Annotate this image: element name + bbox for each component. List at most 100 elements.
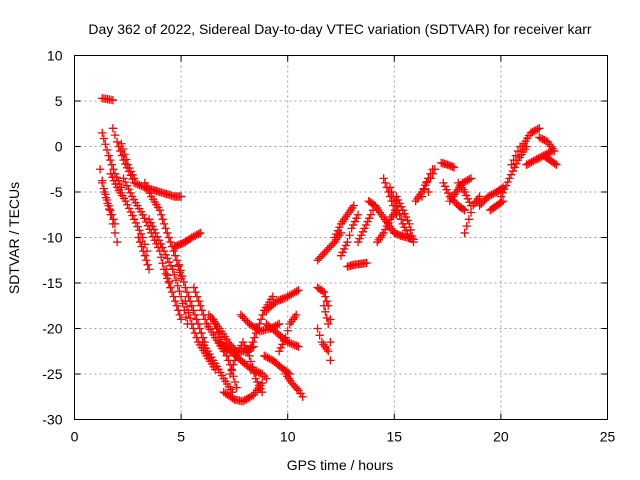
data-point	[110, 130, 120, 140]
x-tick-label: 20	[493, 429, 509, 445]
data-point	[397, 202, 406, 211]
data-point	[222, 351, 231, 360]
data-point	[385, 183, 395, 192]
data-point	[112, 137, 122, 147]
x-tick-label: 5	[177, 429, 185, 445]
data-point	[110, 228, 120, 238]
data-point	[322, 297, 331, 306]
data-point	[232, 383, 241, 392]
data-point	[535, 124, 544, 133]
data-point	[102, 145, 112, 155]
data-point	[276, 343, 285, 352]
data-point	[349, 220, 358, 230]
data-point	[318, 286, 327, 296]
data-point	[106, 169, 115, 178]
data-point	[248, 363, 257, 372]
data-point	[176, 239, 185, 249]
data-point	[148, 221, 157, 231]
series-arc-34	[330, 201, 358, 242]
data-point	[225, 369, 235, 379]
data-point	[131, 218, 141, 228]
data-point	[382, 221, 391, 231]
data-point	[400, 223, 409, 232]
data-point	[200, 315, 210, 324]
data-point	[275, 319, 284, 329]
tick-labels: 0 5 10 15 20 25 -30 -25 -20 -15 -10 -5 0 5 10	[42, 48, 615, 445]
data-point	[130, 215, 139, 224]
series-arc-32	[319, 301, 335, 347]
data-point	[505, 174, 514, 183]
data-point	[315, 331, 324, 340]
data-point	[159, 219, 169, 228]
data-point	[106, 206, 115, 215]
data-point	[181, 297, 190, 306]
data-point	[163, 228, 172, 238]
series-arc-43	[390, 228, 418, 244]
data-point	[171, 297, 180, 306]
data-point	[458, 204, 468, 214]
data-point	[391, 229, 401, 238]
data-point	[108, 95, 118, 105]
data-point	[187, 319, 196, 329]
data-point	[462, 221, 471, 231]
data-point	[126, 207, 135, 217]
data-point	[120, 150, 129, 159]
series-arc-09	[140, 178, 186, 283]
data-point	[424, 187, 433, 197]
data-point	[398, 206, 407, 215]
data-point	[343, 237, 352, 247]
data-point	[109, 215, 118, 224]
data-point	[122, 155, 131, 164]
data-point	[190, 310, 200, 319]
series-arc-58	[535, 133, 559, 156]
series-arc-56	[518, 124, 544, 151]
data-point	[176, 192, 186, 201]
data-point	[157, 210, 166, 219]
data-point	[426, 174, 435, 183]
series-arc-27	[275, 310, 301, 356]
data-point	[324, 319, 333, 329]
data-point	[365, 214, 374, 223]
data-point	[279, 336, 289, 346]
data-point	[405, 219, 414, 228]
series-arc-54	[496, 142, 531, 201]
y-tick-label: -20	[42, 321, 62, 337]
data-point	[142, 256, 151, 265]
data-point	[98, 128, 107, 137]
data-point	[390, 196, 399, 206]
data-point	[224, 356, 233, 365]
data-point	[362, 258, 371, 268]
data-point	[387, 187, 396, 197]
data-point	[250, 333, 259, 342]
data-point	[550, 146, 559, 156]
data-point	[133, 222, 142, 231]
data-point	[166, 237, 175, 247]
y-tick-label: -25	[42, 366, 62, 382]
data-point	[176, 266, 185, 275]
data-point	[144, 215, 154, 224]
data-point	[443, 160, 452, 169]
series-arc-53	[486, 196, 508, 215]
data-point	[108, 124, 118, 133]
data-point	[165, 257, 174, 267]
data-point	[174, 306, 183, 315]
data-point	[243, 348, 252, 357]
data-point	[448, 162, 457, 171]
data-point	[140, 178, 150, 188]
data-point	[254, 381, 264, 390]
data-point	[139, 247, 148, 256]
data-point	[101, 190, 110, 199]
data-point	[117, 139, 126, 148]
data-point	[107, 160, 116, 169]
data-point	[379, 174, 388, 183]
data-point	[361, 220, 371, 230]
data-point	[338, 248, 347, 257]
data-point	[251, 374, 260, 383]
data-point	[445, 161, 454, 170]
data-point	[169, 292, 178, 301]
y-tick-label: 10	[47, 48, 63, 64]
data-point	[126, 167, 136, 176]
data-point	[126, 188, 135, 198]
data-point	[173, 281, 182, 290]
